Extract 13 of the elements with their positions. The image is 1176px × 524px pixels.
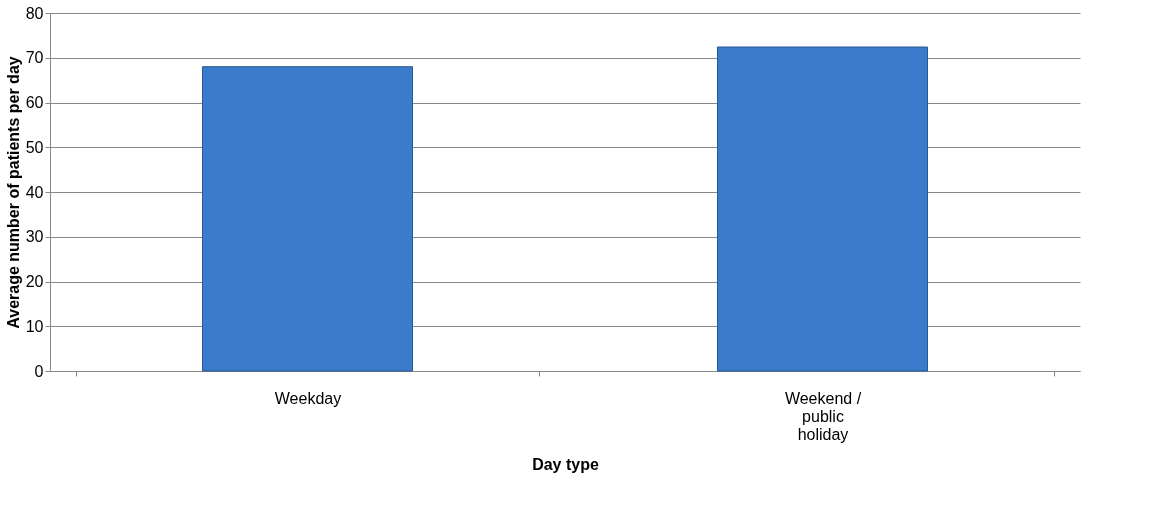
y-tick-label: 40 xyxy=(25,183,44,201)
y-tick-label: 10 xyxy=(25,317,44,335)
y-tick-label: 50 xyxy=(25,138,44,156)
x-axis-title: Day type xyxy=(532,455,599,473)
y-tick-label: 60 xyxy=(25,94,44,111)
y-tick-label: 70 xyxy=(25,49,44,67)
x-tick-label: Weekend / public holiday xyxy=(784,389,862,443)
x-tick-label: Weekday xyxy=(274,389,342,407)
y-tick-label: 80 xyxy=(25,4,44,22)
y-axis-title: Average number of patients per day xyxy=(4,56,22,329)
y-tick-label: 20 xyxy=(25,273,44,290)
y-tick-label: 30 xyxy=(25,228,44,246)
y-tick-label: 0 xyxy=(34,362,44,380)
